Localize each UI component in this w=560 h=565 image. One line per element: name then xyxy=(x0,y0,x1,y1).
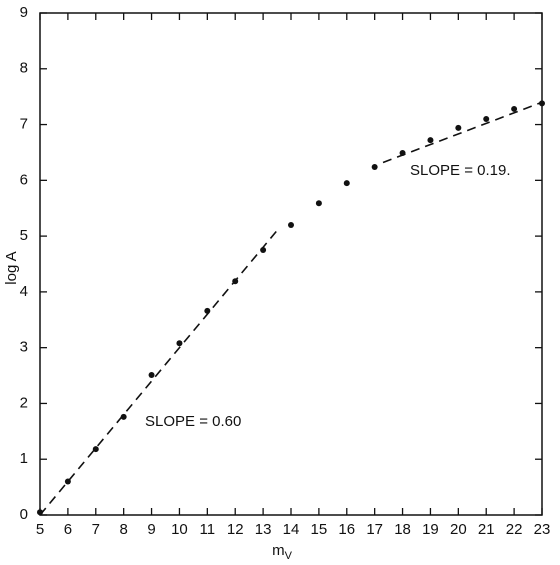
data-point xyxy=(315,200,322,207)
data-point xyxy=(371,163,378,170)
x-tick-label: 10 xyxy=(171,521,188,538)
data-point xyxy=(399,150,406,157)
y-tick-label: 1 xyxy=(20,450,28,467)
x-axis-label: mV xyxy=(272,542,293,562)
y-axis-label: log A xyxy=(3,251,20,284)
x-tick-label: 19 xyxy=(422,521,439,538)
x-tick-label: 14 xyxy=(283,521,300,538)
y-tick-label: 7 xyxy=(20,116,28,133)
x-tick-label: 8 xyxy=(119,521,127,538)
data-point xyxy=(148,371,155,378)
x-tick-label: 22 xyxy=(506,521,523,538)
data-point xyxy=(483,115,490,122)
data-point xyxy=(64,478,71,485)
data-point xyxy=(37,509,43,516)
data-point xyxy=(204,307,211,314)
y-tick-label: 0 xyxy=(20,506,28,523)
slope-annotation: SLOPE = 0.19. xyxy=(410,162,510,179)
x-tick-label: 11 xyxy=(200,521,216,538)
x-tick-label: 5 xyxy=(36,521,44,538)
x-tick-label: 15 xyxy=(311,521,328,538)
x-tick-label: 12 xyxy=(227,521,244,538)
x-axis-label-main: m xyxy=(272,542,285,559)
data-point xyxy=(288,221,294,228)
data-point xyxy=(120,413,127,420)
x-axis-label-subscript: V xyxy=(285,550,293,562)
x-tick-label: 6 xyxy=(64,521,72,538)
x-tick-label: 16 xyxy=(338,521,355,538)
data-point xyxy=(260,247,267,254)
x-tick-label: 17 xyxy=(366,521,383,538)
fit-line xyxy=(382,101,543,164)
data-point xyxy=(539,100,545,107)
x-tick-label: 20 xyxy=(450,521,467,538)
y-tick-label: 8 xyxy=(20,60,28,77)
data-point xyxy=(92,446,99,453)
y-tick-label: 9 xyxy=(20,4,28,21)
data-point xyxy=(455,124,462,131)
data-point xyxy=(176,340,183,347)
y-tick-label: 2 xyxy=(20,394,28,411)
y-tick-label: 5 xyxy=(20,227,28,244)
y-tick-label: 6 xyxy=(20,171,28,188)
y-tick-label: 4 xyxy=(20,283,28,300)
x-tick-label: 7 xyxy=(92,521,100,538)
data-point xyxy=(232,278,239,285)
x-tick-label: 18 xyxy=(394,521,411,538)
data-point xyxy=(343,180,350,187)
plot-frame xyxy=(39,12,543,516)
x-tick-label: 13 xyxy=(255,521,272,538)
fit-line xyxy=(39,230,278,516)
data-point xyxy=(427,137,434,144)
x-tick-label: 23 xyxy=(534,521,551,538)
y-tick-label: 3 xyxy=(20,339,28,356)
x-tick-label: 9 xyxy=(147,521,155,538)
x-tick-label: 21 xyxy=(478,521,495,538)
data-point xyxy=(511,105,518,112)
slope-annotation: SLOPE = 0.60 xyxy=(145,413,241,430)
